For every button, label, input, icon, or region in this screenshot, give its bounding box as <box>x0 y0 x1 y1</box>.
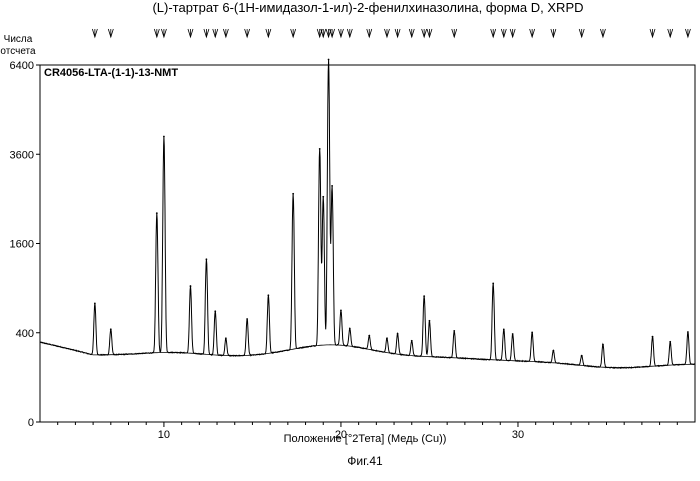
figure-caption: Фиг.41 <box>347 454 383 468</box>
peak-point <box>669 341 671 343</box>
peak-point <box>94 303 96 305</box>
peak-point <box>163 136 165 138</box>
peak-point <box>246 318 248 320</box>
peak-point <box>397 333 399 335</box>
y-tick-label: 3600 <box>10 149 34 161</box>
peak-point <box>531 331 533 333</box>
plot-frame <box>40 65 695 422</box>
y-axis: 0 400 1600 3600 6400 <box>10 60 40 429</box>
peak-point <box>503 328 505 330</box>
x-tick-label: 10 <box>158 429 170 441</box>
peak-point <box>512 333 514 335</box>
peak-point <box>368 335 370 337</box>
x-axis-label: Положение [°2Тета] (Медь (Cu)) <box>284 433 447 445</box>
sample-label: CR4056-LTA-(1-1)-13-NMT <box>44 67 178 79</box>
peak-point <box>453 330 455 332</box>
peak-point <box>292 193 294 195</box>
x-tick-label: 30 <box>512 429 524 441</box>
peak-point <box>386 337 388 339</box>
diffraction-pattern-line <box>40 60 695 369</box>
chart-title: (L)-тартрат 6-(1Н-имидазол-1-ил)-2-фенил… <box>152 0 583 15</box>
peak-point <box>328 59 330 61</box>
peak-point <box>110 328 112 330</box>
peak-point <box>206 258 208 260</box>
reference-peak-markers <box>92 29 690 37</box>
peak-point <box>602 344 604 346</box>
peak-point <box>552 350 554 352</box>
peak-point <box>423 295 425 297</box>
peak-point <box>411 340 413 342</box>
peak-point <box>267 294 269 296</box>
peak-point <box>340 309 342 311</box>
peak-point <box>492 283 494 285</box>
peak-point <box>429 320 431 322</box>
peak-point <box>581 355 583 357</box>
y-tick-label: 400 <box>16 328 34 340</box>
peak-point <box>156 212 158 214</box>
y-tick-label: 1600 <box>10 239 34 251</box>
peak-point <box>652 336 654 338</box>
peak-point <box>190 285 192 287</box>
peak-point <box>319 148 321 150</box>
y-tick-label: 6400 <box>10 60 34 72</box>
y-axis-label-line1: Числа <box>4 34 33 45</box>
peak-point <box>687 331 689 333</box>
peak-point <box>349 328 351 330</box>
y-tick-label: 0 <box>28 417 34 429</box>
peak-point <box>214 310 216 312</box>
peak-point <box>331 185 333 187</box>
peak-point <box>322 196 324 198</box>
y-axis-label-line2: отсчета <box>0 46 36 57</box>
peak-points <box>94 59 689 357</box>
peak-point <box>225 337 227 339</box>
